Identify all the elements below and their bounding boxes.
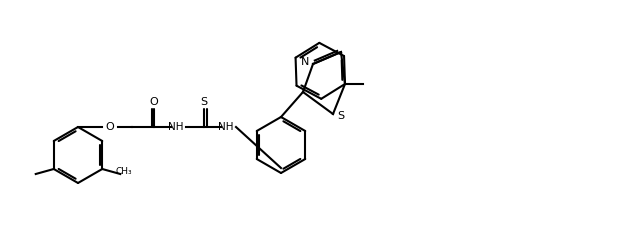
- Text: NH: NH: [218, 122, 234, 132]
- Text: S: S: [200, 97, 208, 107]
- Text: O: O: [105, 122, 114, 132]
- Text: NH: NH: [168, 122, 184, 132]
- Text: N: N: [301, 57, 309, 67]
- Text: O: O: [149, 97, 158, 107]
- Text: CH₃: CH₃: [115, 167, 132, 176]
- Text: S: S: [337, 111, 345, 121]
